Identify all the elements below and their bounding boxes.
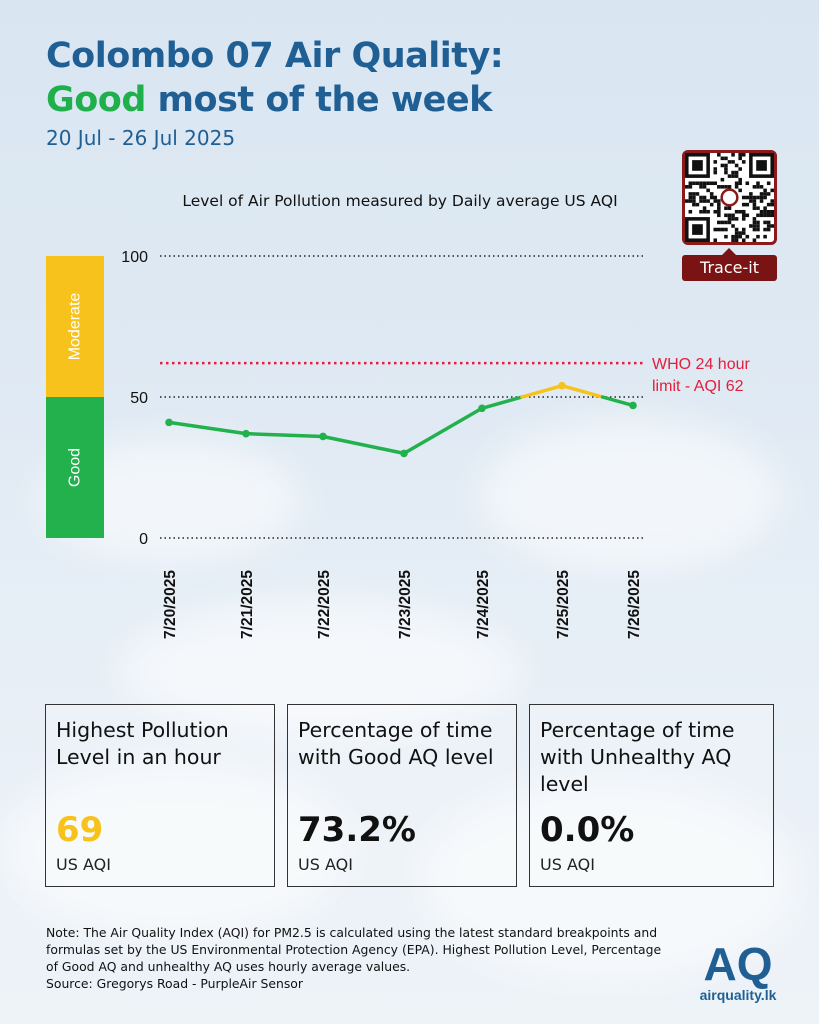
cloud-decoration: [420, 780, 800, 980]
series-line: [167, 420, 248, 436]
y-tick-label: 100: [121, 249, 148, 266]
trace-it-button[interactable]: Trace-it: [682, 248, 777, 281]
x-tick-label: 7/21/2025: [239, 570, 256, 639]
good-aq-card: Percentage of time with Good AQ level 73…: [287, 704, 517, 887]
who-limit-label: limit - AQI 62: [652, 378, 744, 395]
x-tick-label: 7/23/2025: [397, 570, 414, 639]
qr-code[interactable]: [682, 150, 777, 245]
y-tick-label: 50: [130, 390, 148, 407]
data-point: [400, 449, 408, 458]
data-point: [319, 432, 327, 441]
y-tick-label: 0: [139, 531, 148, 548]
band-moderate: [46, 256, 104, 397]
title-line-2: Good most of the week: [46, 78, 503, 122]
card-value: 69: [56, 810, 104, 850]
series-line: [560, 383, 605, 399]
x-tick-label: 7/20/2025: [162, 570, 179, 639]
band-label: Moderate: [67, 293, 84, 361]
note-source: Source: Gregorys Road - PurpleAir Sensor: [46, 976, 303, 991]
card-unit: US AQI: [540, 855, 595, 874]
band-label: Good: [67, 448, 84, 487]
x-tick-label: 7/25/2025: [555, 570, 572, 639]
x-tick-label: 7/22/2025: [316, 570, 333, 639]
card-label: Highest Pollution Level in an hour: [56, 718, 229, 769]
x-tick-label: 7/24/2025: [475, 570, 492, 639]
footnote: Note: The Air Quality Index (AQI) for PM…: [46, 924, 666, 992]
series-line: [321, 434, 406, 456]
cloud-decoration: [120, 600, 520, 740]
title-good-word: Good: [46, 80, 146, 120]
aqi-line-chart: Good Moderate 0 50 100 WHO 24 hour limit - AQI…: [46, 249, 750, 639]
highest-pollution-card: Highest Pollution Level in an hour 69 US…: [45, 704, 275, 887]
who-limit-label: WHO 24 hour: [652, 356, 750, 373]
cloud-decoration: [0, 760, 350, 940]
airquality-logo: AQ airquality.lk: [700, 938, 777, 1003]
card-value: 73.2%: [298, 810, 416, 850]
note-text: Note: The Air Quality Index (AQI) for PM…: [46, 925, 662, 974]
cloud-decoration: [480, 420, 780, 570]
card-label: Percentage of time with Unhealthy AQ lev…: [540, 718, 735, 796]
chart-title: Level of Air Pollution measured by Daily…: [182, 192, 618, 210]
data-point: [478, 404, 486, 413]
card-value: 0.0%: [540, 810, 635, 850]
title-line-1: Colombo 07 Air Quality:: [46, 36, 504, 76]
date-range: 20 Jul - 26 Jul 2025: [46, 126, 236, 150]
logo-site: airquality.lk: [700, 987, 777, 1003]
data-point: [629, 401, 637, 410]
page-title: Colombo 07 Air Quality: Good most of the…: [46, 34, 504, 122]
x-tick-label: 7/26/2025: [626, 570, 643, 639]
qr-code-icon: [685, 153, 774, 242]
card-unit: US AQI: [56, 855, 111, 874]
series-line: [480, 395, 524, 411]
unhealthy-aq-card: Percentage of time with Unhealthy AQ lev…: [529, 704, 774, 887]
data-point: [558, 381, 566, 390]
card-label: Percentage of time with Good AQ level: [298, 718, 494, 769]
series-line: [402, 406, 484, 456]
band-good: [46, 397, 104, 538]
series-line: [520, 383, 564, 399]
title-rest: most of the week: [145, 80, 493, 120]
series-line: [244, 431, 325, 439]
logo-mark: AQ: [704, 938, 773, 990]
card-unit: US AQI: [298, 855, 353, 874]
data-point: [165, 418, 173, 427]
series-line: [600, 395, 635, 408]
data-point: [242, 429, 250, 438]
